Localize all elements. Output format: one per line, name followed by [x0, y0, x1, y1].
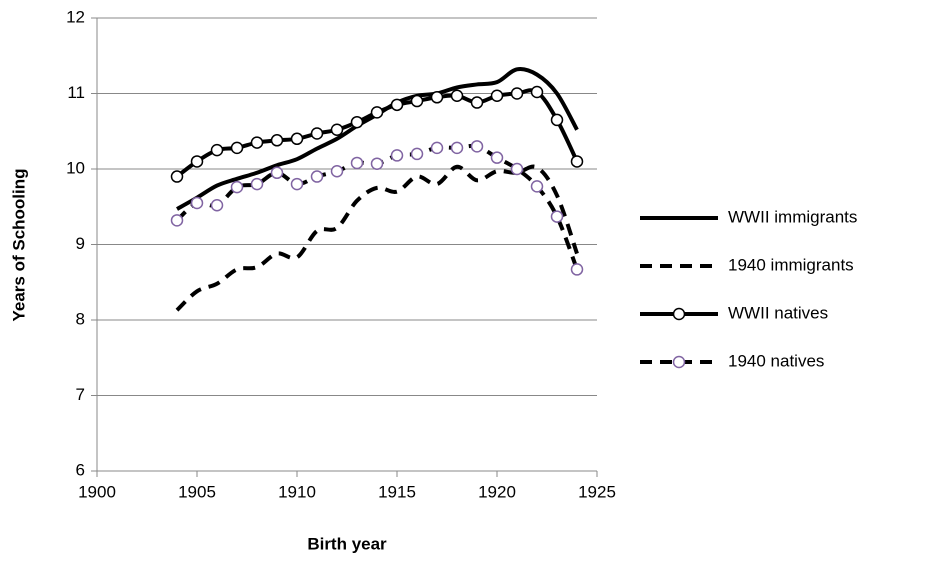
data-point [450, 141, 464, 155]
data-point [510, 87, 524, 100]
data-point [490, 151, 504, 164]
data-point [290, 177, 304, 191]
data-point [450, 89, 464, 103]
y-tick-label: 9 [76, 234, 85, 253]
data-point [210, 198, 224, 212]
legend-label: WWII natives [728, 303, 828, 322]
data-point [550, 113, 564, 127]
legend-label: 1940 natives [728, 351, 824, 370]
y-tick-label: 8 [76, 309, 85, 328]
data-point [330, 165, 344, 178]
data-point [490, 89, 504, 103]
data-point [330, 123, 344, 136]
y-tick-label: 6 [76, 460, 85, 479]
data-point [310, 170, 324, 183]
y-tick-label: 11 [67, 83, 85, 102]
x-tick-label: 1920 [478, 482, 516, 501]
data-point [410, 94, 424, 108]
data-point [390, 149, 404, 162]
y-tick-label: 10 [66, 158, 85, 177]
y-tick-label: 12 [66, 7, 85, 26]
data-point [510, 162, 524, 176]
data-point [250, 136, 264, 149]
data-point [250, 177, 264, 191]
y-tick-label: 7 [76, 385, 85, 404]
x-tick-label: 1900 [78, 482, 116, 501]
data-point [230, 180, 244, 194]
series-line [175, 164, 579, 312]
data-point [170, 214, 184, 227]
x-tick-label: 1910 [278, 482, 316, 501]
data-point [430, 141, 444, 155]
data-point [530, 85, 544, 99]
data-point [530, 180, 544, 193]
data-point [310, 127, 324, 140]
data-point [230, 141, 244, 155]
y-axis-label: Years of Schooling [9, 168, 28, 321]
data-point [430, 91, 444, 104]
data-point [350, 115, 364, 129]
x-tick-label: 1925 [578, 482, 616, 501]
data-point [550, 210, 564, 223]
x-tick-label: 1905 [178, 482, 216, 501]
legend-marker [672, 307, 686, 321]
data-point [370, 157, 384, 170]
data-point [370, 106, 384, 119]
data-point [470, 140, 484, 153]
data-point [570, 155, 584, 168]
legend-label: 1940 immigrants [728, 255, 854, 274]
data-point [410, 147, 424, 161]
x-axis-label: Birth year [307, 534, 387, 553]
data-point [470, 96, 484, 109]
data-point [210, 143, 224, 157]
legend-marker [672, 355, 686, 369]
data-point [170, 170, 184, 183]
data-point [290, 132, 304, 146]
data-point [270, 166, 284, 180]
data-point [570, 263, 584, 276]
data-point [190, 196, 204, 210]
data-point [190, 155, 204, 168]
data-point [270, 134, 284, 147]
legend-label: WWII immigrants [728, 207, 857, 226]
data-point [350, 156, 364, 170]
data-point [390, 98, 404, 112]
x-tick-label: 1915 [378, 482, 416, 501]
